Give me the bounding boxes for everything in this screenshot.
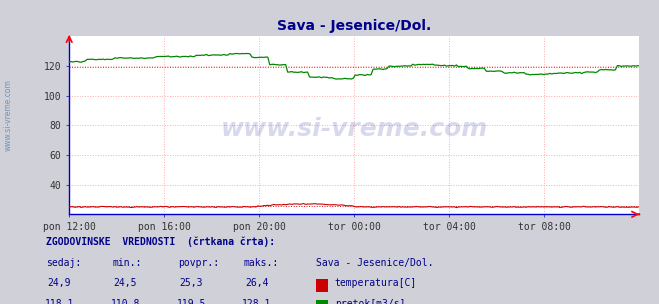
Text: 119,5: 119,5 <box>177 299 206 304</box>
Text: temperatura[C]: temperatura[C] <box>335 278 417 288</box>
Text: pretok[m3/s]: pretok[m3/s] <box>335 299 405 304</box>
Text: 25,3: 25,3 <box>179 278 203 288</box>
Text: www.si-vreme.com: www.si-vreme.com <box>221 117 488 141</box>
Text: 24,9: 24,9 <box>47 278 71 288</box>
Title: Sava - Jesenice/Dol.: Sava - Jesenice/Dol. <box>277 19 432 33</box>
Text: www.si-vreme.com: www.si-vreme.com <box>3 80 13 151</box>
Text: min.:: min.: <box>112 258 142 268</box>
Text: 110,8: 110,8 <box>111 299 140 304</box>
Text: maks.:: maks.: <box>244 258 279 268</box>
Text: Sava - Jesenice/Dol.: Sava - Jesenice/Dol. <box>316 258 434 268</box>
Text: 26,4: 26,4 <box>245 278 269 288</box>
Text: 24,5: 24,5 <box>113 278 137 288</box>
Text: povpr.:: povpr.: <box>178 258 219 268</box>
Text: 128,1: 128,1 <box>243 299 272 304</box>
Text: 118,1: 118,1 <box>45 299 74 304</box>
Text: sedaj:: sedaj: <box>46 258 81 268</box>
Text: ZGODOVINSKE  VREDNOSTI  (črtkana črta):: ZGODOVINSKE VREDNOSTI (črtkana črta): <box>46 236 275 247</box>
